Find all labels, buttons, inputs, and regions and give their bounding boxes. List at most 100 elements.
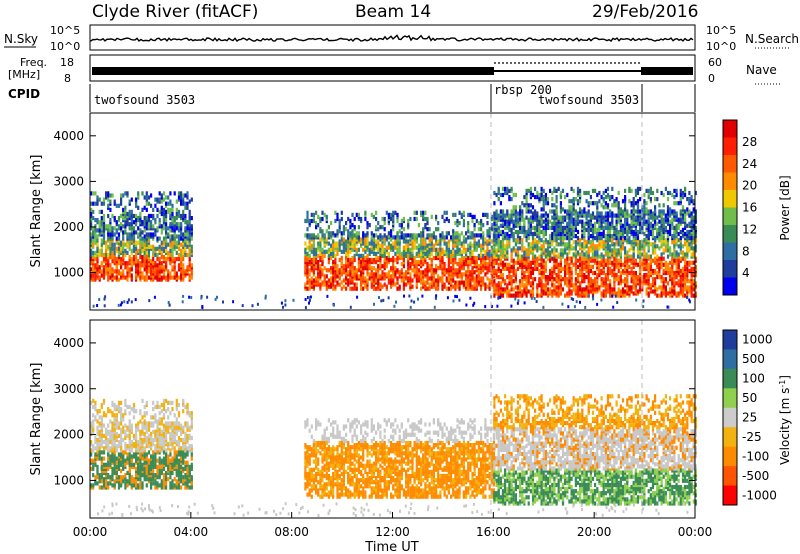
scatter-cell <box>94 271 97 276</box>
scatter-cell <box>587 260 590 265</box>
scatter-cell <box>405 243 408 248</box>
scatter-cell <box>368 276 371 281</box>
scatter-cell <box>107 228 110 233</box>
scatter-cell <box>428 282 431 287</box>
scatter-cell <box>480 243 483 248</box>
scatter-cell <box>340 241 343 246</box>
scatter-cell <box>488 253 491 258</box>
scatter-cell <box>654 205 657 210</box>
scatter-cell <box>182 213 185 219</box>
scatter-cell <box>542 231 545 237</box>
scatter-cell <box>587 190 590 196</box>
scatter-cell <box>493 217 496 222</box>
scatter-cell <box>619 270 622 276</box>
scatter-cell <box>649 283 652 288</box>
scatter-cell <box>428 227 431 232</box>
scatter-cell <box>606 192 610 198</box>
scatter-cell <box>177 240 181 245</box>
scatter-cell <box>566 209 569 214</box>
scatter-cell <box>332 286 335 291</box>
scatter-cell <box>190 224 193 229</box>
scatter-cell <box>308 253 311 258</box>
scatter-cell <box>456 241 459 246</box>
scatter-cell <box>669 219 672 224</box>
scatter-cell <box>561 238 565 243</box>
scatter-cell <box>439 276 442 281</box>
scatter-cell <box>366 241 369 246</box>
scatter-cell <box>621 213 625 218</box>
scatter-cell <box>117 259 121 264</box>
scatter-cell <box>521 242 524 247</box>
scatter-cell <box>340 216 343 222</box>
scatter-cell <box>651 258 655 263</box>
scatter-cell <box>473 223 476 228</box>
scatter-cell <box>351 247 354 252</box>
scatter-cell <box>658 293 661 298</box>
scatter-cell <box>495 234 498 239</box>
scatter-cell <box>677 217 680 222</box>
scatter-cell <box>308 272 311 277</box>
scatter-cell <box>150 213 153 219</box>
scatter-cell <box>654 268 657 274</box>
scatter-cell <box>675 242 678 247</box>
scatter-cell <box>495 217 498 222</box>
scatter-cell <box>493 285 496 290</box>
scatter-cell <box>497 186 500 191</box>
scatter-cell <box>664 264 667 269</box>
scatter-cell <box>486 284 489 289</box>
scatter-cell <box>564 242 567 247</box>
scatter-cell <box>411 268 414 273</box>
scatter-cell <box>508 188 511 193</box>
scatter-cell <box>471 276 474 281</box>
scatter-cell <box>435 247 438 252</box>
scatter-cell <box>669 211 672 216</box>
nave-label: Nave <box>746 63 777 77</box>
scatter-cell <box>443 262 446 267</box>
scatter-cell <box>536 293 539 298</box>
cpid-label: CPID <box>8 87 40 101</box>
scatter-cell <box>154 267 157 272</box>
scatter-cell <box>493 260 496 265</box>
scatter-cell <box>334 278 337 283</box>
scatter-cell <box>147 195 151 200</box>
scatter-cell <box>173 275 176 280</box>
scatter-cell <box>510 215 513 220</box>
scatter-cell <box>527 270 530 276</box>
scatter-cell <box>139 228 142 233</box>
scatter-cell <box>126 218 129 223</box>
scatter-cell <box>499 209 502 214</box>
scatter-cell <box>583 190 586 196</box>
scatter-cell <box>167 232 170 237</box>
scatter-cell <box>102 213 106 219</box>
scatter-cell <box>525 238 528 243</box>
scatter-cell <box>175 257 178 262</box>
scatter-cell <box>594 225 597 230</box>
scatter-cell <box>512 270 515 276</box>
scatter-cell <box>160 193 163 198</box>
scatter-cell <box>630 188 633 193</box>
scatter-cell <box>669 231 672 237</box>
scatter-cell <box>435 282 438 287</box>
scatter-cell <box>675 238 678 243</box>
scatter-cell <box>572 199 575 204</box>
scatter-cell <box>475 218 478 224</box>
scatter-cell <box>471 255 474 261</box>
scatter-cell <box>150 224 153 229</box>
scatter-cell <box>147 232 151 237</box>
scatter-cell <box>572 252 575 257</box>
scatter-cell <box>308 278 311 283</box>
scatter-cell <box>510 209 513 214</box>
scatter-cell <box>353 241 356 246</box>
scatter-cell <box>439 233 442 238</box>
scatter-cell <box>190 216 193 221</box>
scatter-cell <box>171 203 174 208</box>
scatter-cell <box>536 248 539 253</box>
scatter-cell <box>317 214 320 219</box>
scatter-cell <box>398 274 401 279</box>
scatter-cell <box>139 240 142 245</box>
scatter-cell <box>100 242 103 247</box>
scatter-cell <box>323 253 326 258</box>
scatter-cell <box>553 291 556 296</box>
scatter-cell <box>542 203 545 208</box>
scatter-cell <box>570 205 573 210</box>
